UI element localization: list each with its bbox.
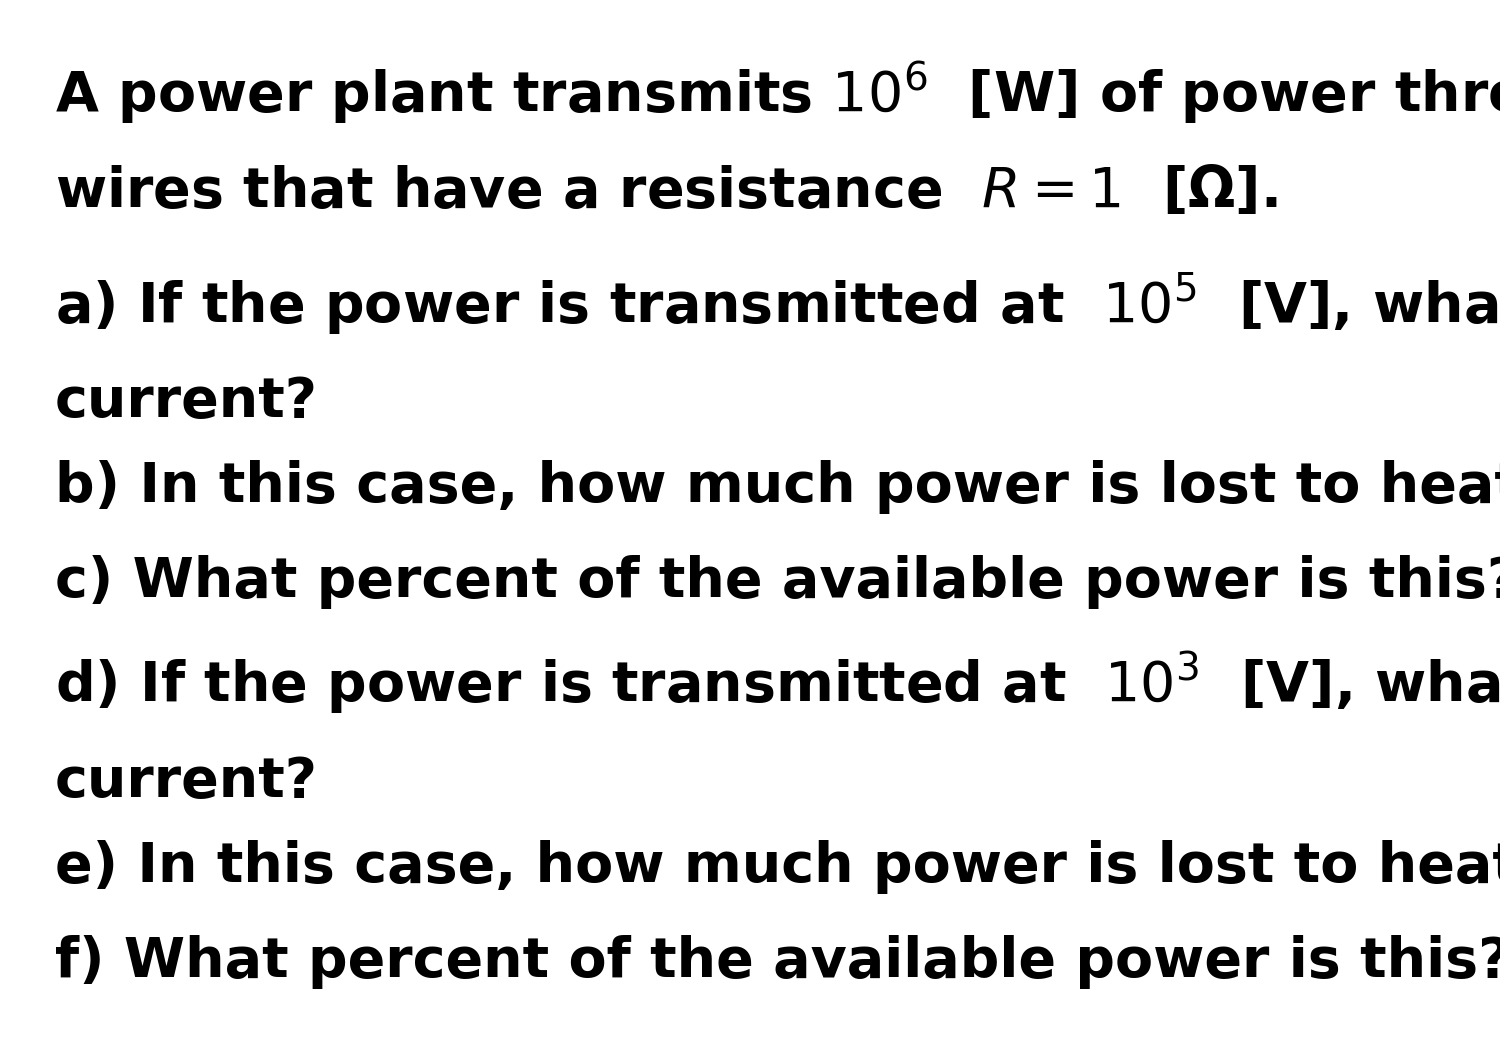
Text: c) What percent of the available power is this?: c) What percent of the available power i… bbox=[56, 555, 1500, 609]
Text: e) In this case, how much power is lost to heat?: e) In this case, how much power is lost … bbox=[56, 840, 1500, 894]
Text: current?: current? bbox=[56, 375, 318, 428]
Text: current?: current? bbox=[56, 755, 318, 809]
Text: d) If the power is transmitted at  $10^3$  [V], what is the: d) If the power is transmitted at $10^3$… bbox=[56, 650, 1500, 718]
Text: a) If the power is transmitted at  $10^5$  [V], what is the: a) If the power is transmitted at $10^5$… bbox=[56, 270, 1500, 337]
Text: f) What percent of the available power is this?: f) What percent of the available power i… bbox=[56, 935, 1500, 989]
Text: A power plant transmits $10^6$  [W] of power through: A power plant transmits $10^6$ [W] of po… bbox=[56, 60, 1500, 127]
Text: b) In this case, how much power is lost to heat?: b) In this case, how much power is lost … bbox=[56, 460, 1500, 514]
Text: wires that have a resistance  $R = 1$  [Ω].: wires that have a resistance $R = 1$ [Ω]… bbox=[56, 165, 1278, 219]
